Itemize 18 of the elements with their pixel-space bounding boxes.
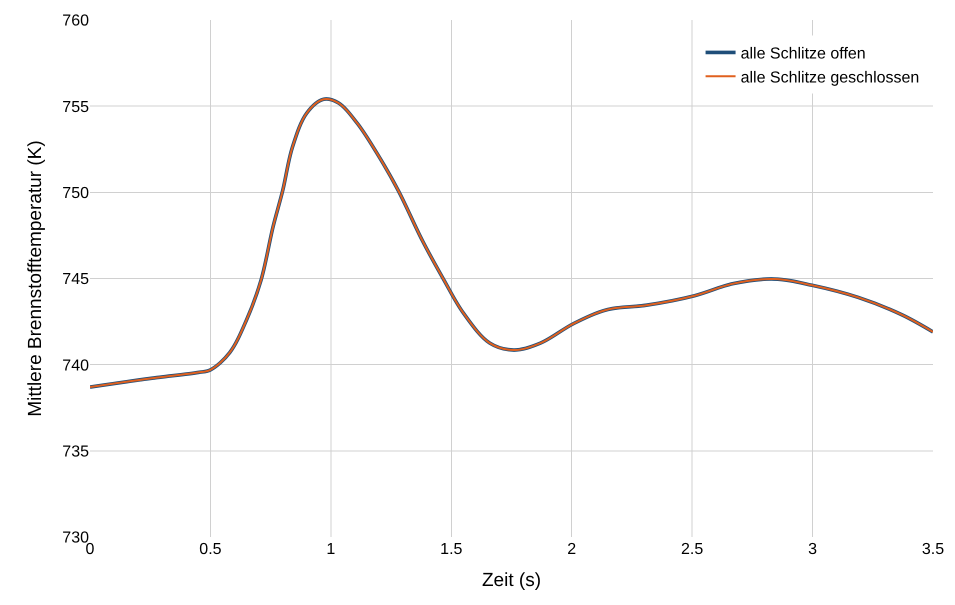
x-tick-label: 2 [567, 541, 576, 558]
y-tick-label: 745 [62, 271, 90, 288]
x-tick-label: 0.5 [199, 541, 222, 558]
x-tick-label: 1 [326, 541, 336, 558]
legend-label: alle Schlitze offen [740, 46, 866, 63]
y-tick-label: 740 [62, 357, 90, 374]
x-tick-label: 0 [86, 541, 95, 558]
y-tick-label: 755 [62, 98, 90, 116]
y-tick-label: 750 [62, 184, 90, 202]
legend-label: alle Schlitze geschlossen [740, 69, 920, 86]
x-tick-label: 3 [808, 541, 818, 558]
x-tick-label: 2.5 [681, 541, 704, 558]
x-tick-label: 3.5 [922, 541, 944, 558]
y-tick-label: 735 [62, 443, 90, 460]
y-axis-title: Mittlere Brennstofftemperatur (K) [25, 140, 46, 417]
y-tick-label: 760 [62, 12, 90, 30]
x-tick-label: 1.5 [440, 541, 463, 558]
x-axis-title: Zeit (s) [482, 570, 542, 591]
